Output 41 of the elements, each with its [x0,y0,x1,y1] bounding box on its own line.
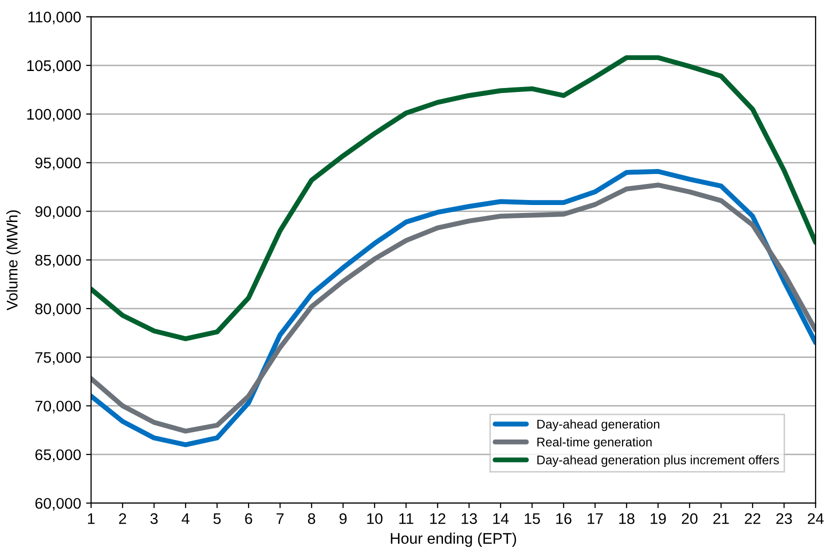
x-tick-label: 21 [713,513,729,524]
x-tick-label: 20 [682,513,698,524]
y-tick-label: 95,000 [35,158,81,170]
x-tick-label: 4 [182,513,190,524]
x-tick-label: 15 [524,513,540,524]
x-tick-label: 8 [308,513,316,524]
y-tick-label: 90,000 [35,206,81,219]
x-tick-label: 11 [399,513,414,524]
x-tick-label: 2 [119,513,126,524]
x-tick-label: 5 [213,513,221,524]
x-tick-label: 10 [367,513,382,524]
x-tick-label: 6 [245,513,252,524]
x-tick-label: 19 [650,513,666,524]
x-tick-label: 3 [150,513,158,524]
x-tick-label: 14 [493,513,509,524]
y-tick-label: 80,000 [35,303,81,316]
y-tick-label: 65,000 [35,449,81,462]
y-tick-label: 70,000 [35,400,81,414]
y-tick-label: 75,000 [35,352,81,365]
x-tick-label: 16 [556,513,572,524]
x-tick-label: 9 [340,513,347,524]
line-series [91,55,816,342]
x-tick-label: 1 [88,513,95,524]
x-tick-label: 18 [619,513,634,524]
y-tick-label: 85,000 [35,254,81,268]
y-tick-label: 100,000 [27,108,81,122]
y-axis-title: Volume (MWh) [6,210,21,310]
x-tick-label: 24 [808,513,824,524]
y-tick-label: 110,000 [28,12,81,24]
y-tick-label: 60,000 [35,498,81,511]
x-tick-label: 12 [430,513,446,524]
y-tick-label: 105,000 [27,60,81,73]
legend-label: Real-time generation [537,437,652,449]
x-tick-label: 7 [276,513,284,524]
legend-label: Day-ahead generation plus increment offers [537,455,779,467]
x-tick-label: 23 [776,513,792,524]
x-tick-label: 17 [588,513,603,524]
x-tick-label: 22 [744,513,760,524]
legend-label: Day-ahead generation [537,419,660,432]
x-tick-label: 13 [462,513,477,524]
x-axis-title: Hour ending (EPT) [390,532,516,547]
